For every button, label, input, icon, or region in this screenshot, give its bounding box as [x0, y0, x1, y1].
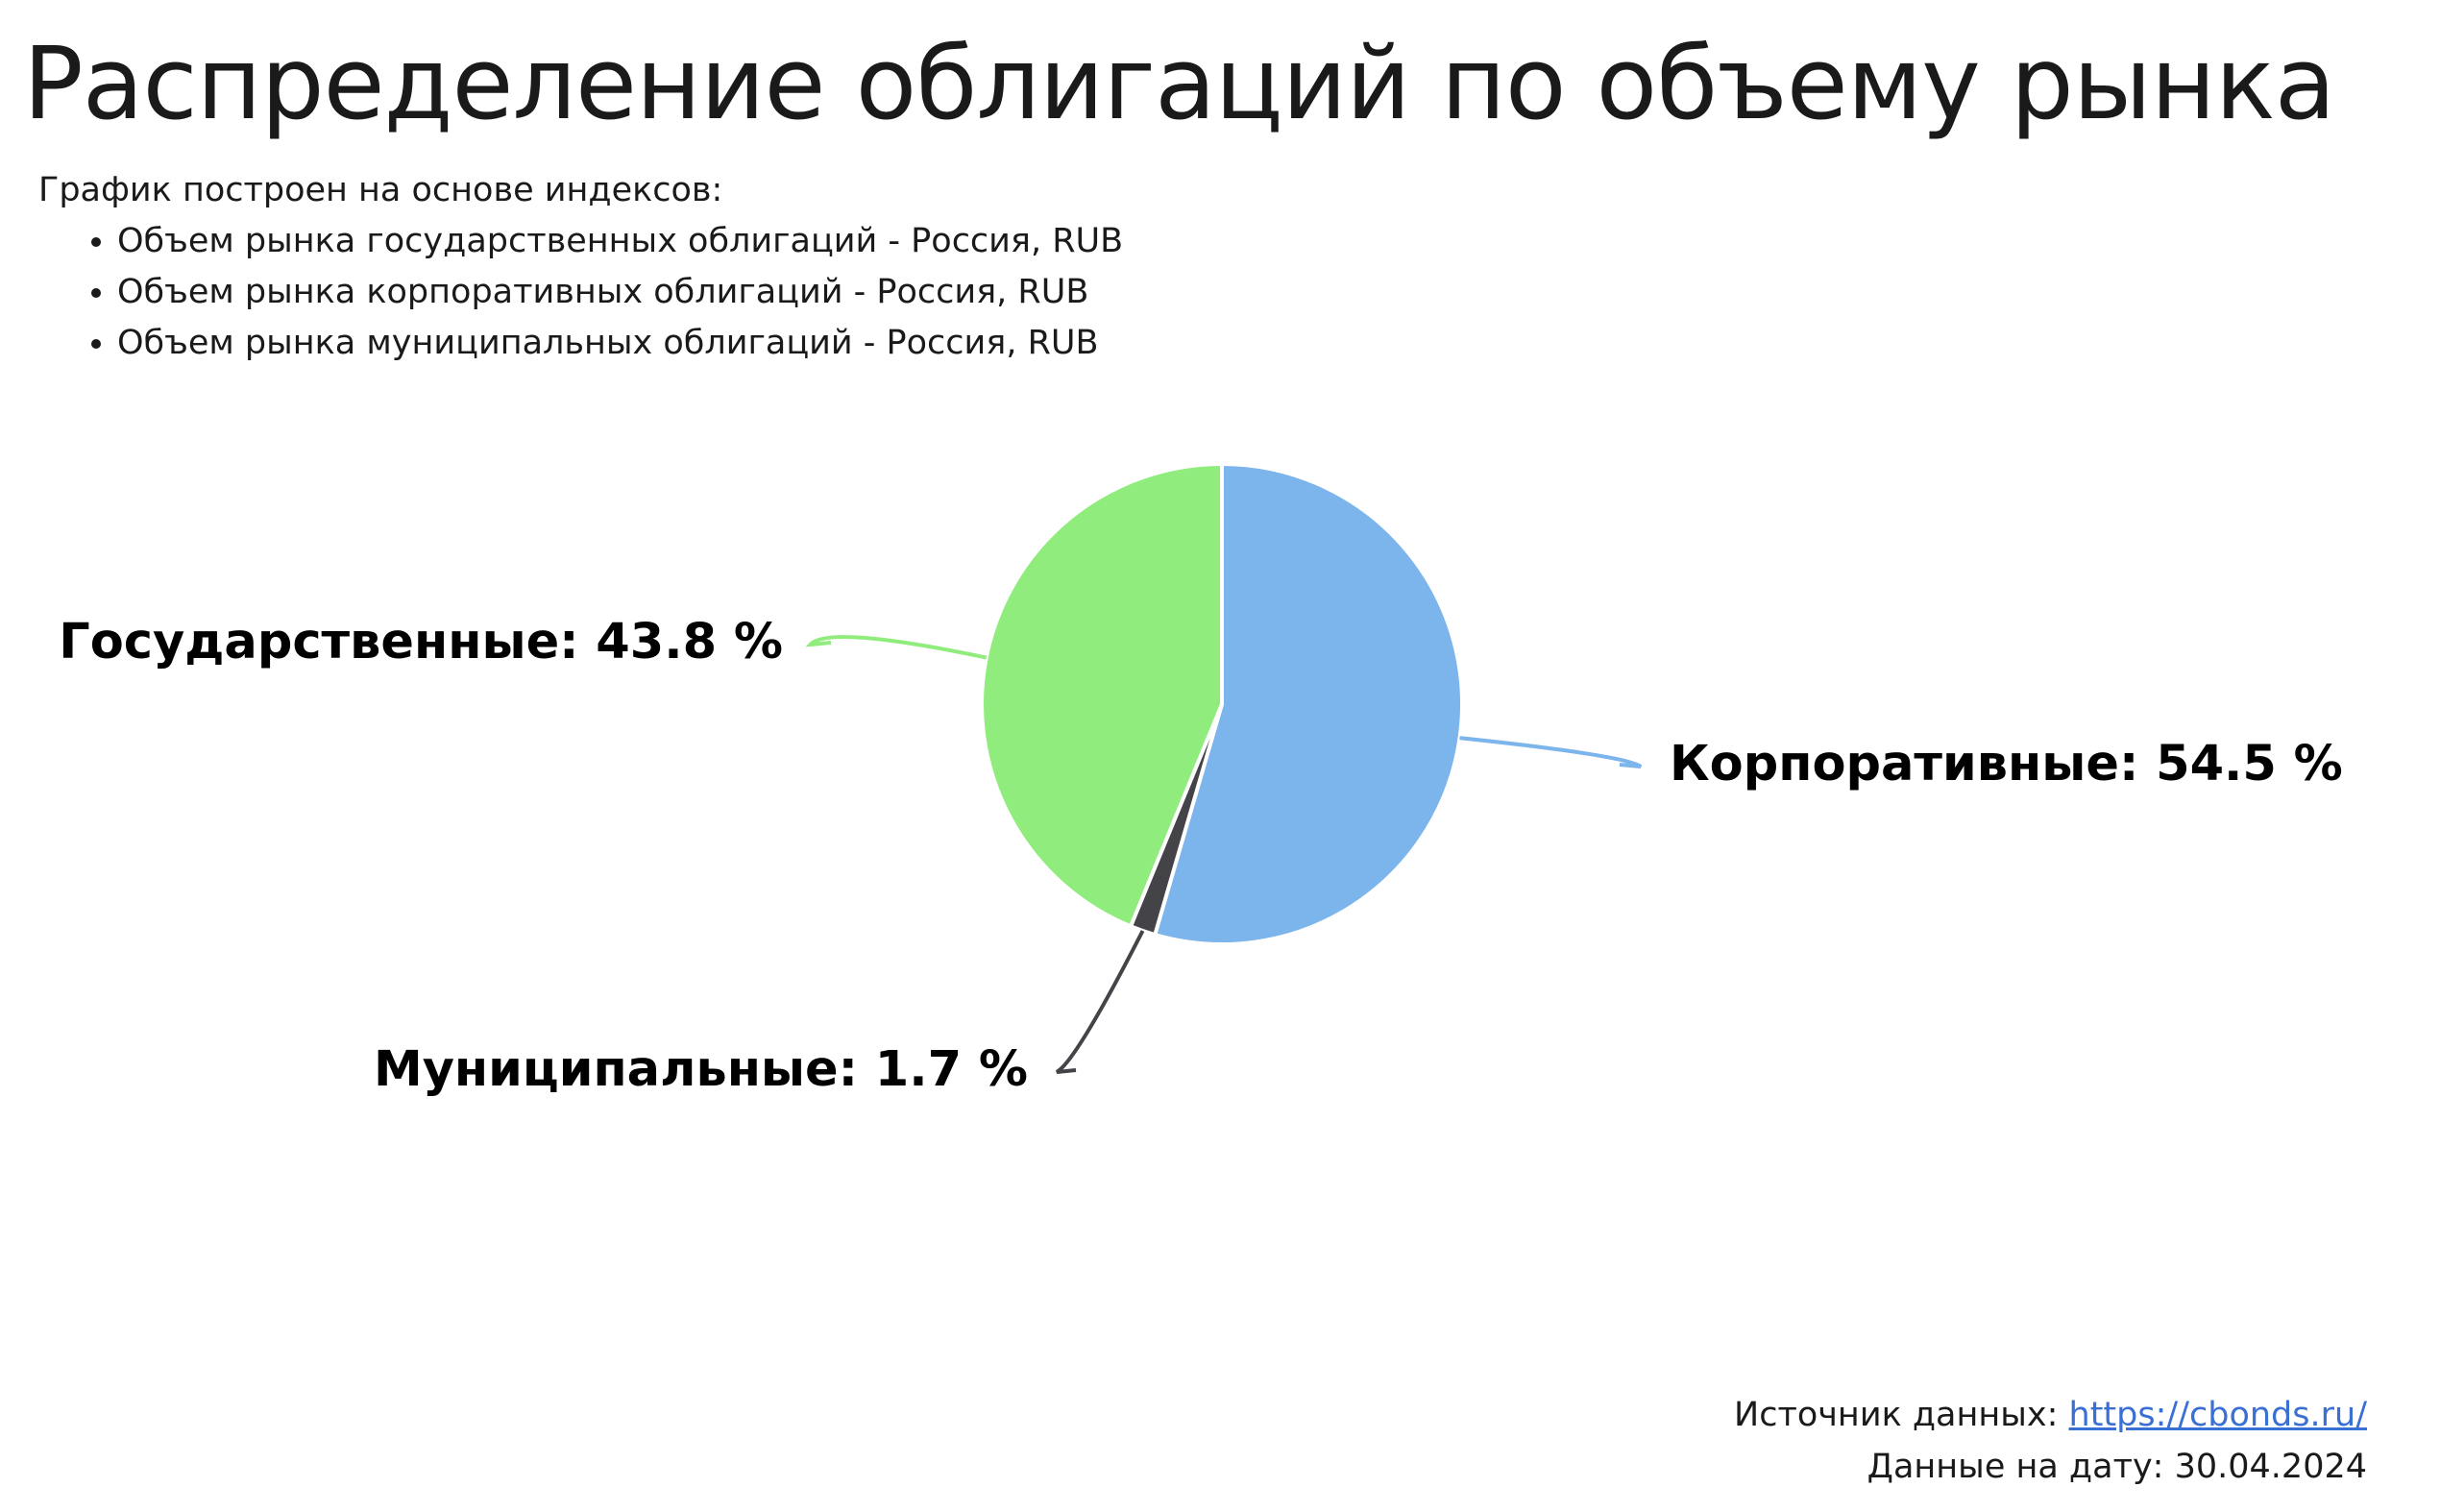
- slice-label-3: Государственные: 43.8 %: [59, 614, 783, 671]
- pie-slice-3[interactable]: [980, 462, 1224, 929]
- chart-title: Распределение облигаций по объему рынка: [23, 27, 2335, 142]
- connector-1: [1459, 736, 1643, 768]
- pie-slices: [980, 462, 1464, 946]
- source-label: Источник данных:: [1734, 1396, 2059, 1434]
- slice-labels: Корпоративные: 54.5 % Муниципальные: 1.7 …: [59, 614, 2343, 1098]
- pie-slice-1[interactable]: [1153, 462, 1464, 946]
- index-item-corporate: Объем рынка корпоративных облигаций - Ро…: [117, 267, 1123, 318]
- chart-subtitle: График построен на основе индексов: Объе…: [38, 165, 1123, 369]
- index-item-government: Объем рынка государственных облигаций - …: [117, 216, 1123, 267]
- index-item-municipal: Объем рынка муниципальных облигаций - Ро…: [117, 318, 1123, 369]
- connector-2: [1055, 930, 1145, 1074]
- connector-3: [805, 635, 988, 660]
- slice-label-2: Муниципальные: 1.7 %: [374, 1041, 1028, 1098]
- label-connectors: [805, 635, 1643, 1074]
- source-line: Источник данных: https://cbonds.ru/: [1734, 1389, 2367, 1441]
- source-block: Источник данных: https://cbonds.ru/ Данн…: [1734, 1389, 2367, 1493]
- slice-label-1: Корпоративные: 54.5 %: [1670, 736, 2343, 793]
- data-date: Данные на дату: 30.04.2024: [1867, 1448, 2367, 1486]
- source-link[interactable]: https://cbonds.ru/: [2068, 1396, 2367, 1434]
- subtitle-intro: График построен на основе индексов:: [38, 171, 723, 209]
- index-list: Объем рынка государственных облигаций - …: [38, 216, 1123, 369]
